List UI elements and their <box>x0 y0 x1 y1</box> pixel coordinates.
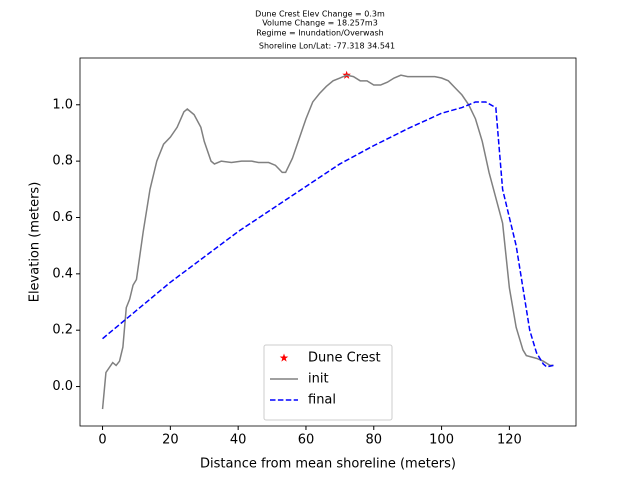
data-line <box>102 101 554 368</box>
legend-frame <box>263 344 393 421</box>
legend-label: final <box>308 393 336 408</box>
legend-label: Dune Crest <box>308 351 381 366</box>
y-axis-label: Elevation (meters) <box>28 182 43 303</box>
x-tick-label: 0 <box>98 433 106 448</box>
y-tick-label: 0.2 <box>52 323 73 338</box>
x-tick-label: 40 <box>230 433 247 448</box>
y-tick-label: 0.8 <box>52 154 73 169</box>
legend-marker <box>279 353 289 362</box>
x-tick-label: 120 <box>497 433 522 448</box>
chart-title: Dune Crest Elev Change = 0.3m <box>255 10 385 19</box>
x-tick-label: 20 <box>162 433 179 448</box>
x-tick-label: 100 <box>429 433 454 448</box>
data-line <box>101 74 554 410</box>
y-tick-label: 1.0 <box>52 97 73 112</box>
x-tick-label: 80 <box>365 433 382 448</box>
legend-label: init <box>308 372 329 387</box>
chart-title: Regime = Inundation/Overwash <box>256 29 383 38</box>
x-axis-label: Distance from mean shoreline (meters) <box>200 457 456 472</box>
plot-frame <box>79 57 577 427</box>
y-tick-label: 0.6 <box>52 210 73 225</box>
chart-title: Shoreline Lon/Lat: -77.318 34.541 <box>259 42 395 51</box>
chart-title: Volume Change = 18.257m3 <box>262 19 378 28</box>
y-tick-label: 0.0 <box>52 379 73 394</box>
y-tick-label: 0.4 <box>52 266 73 281</box>
x-tick-label: 60 <box>298 433 315 448</box>
